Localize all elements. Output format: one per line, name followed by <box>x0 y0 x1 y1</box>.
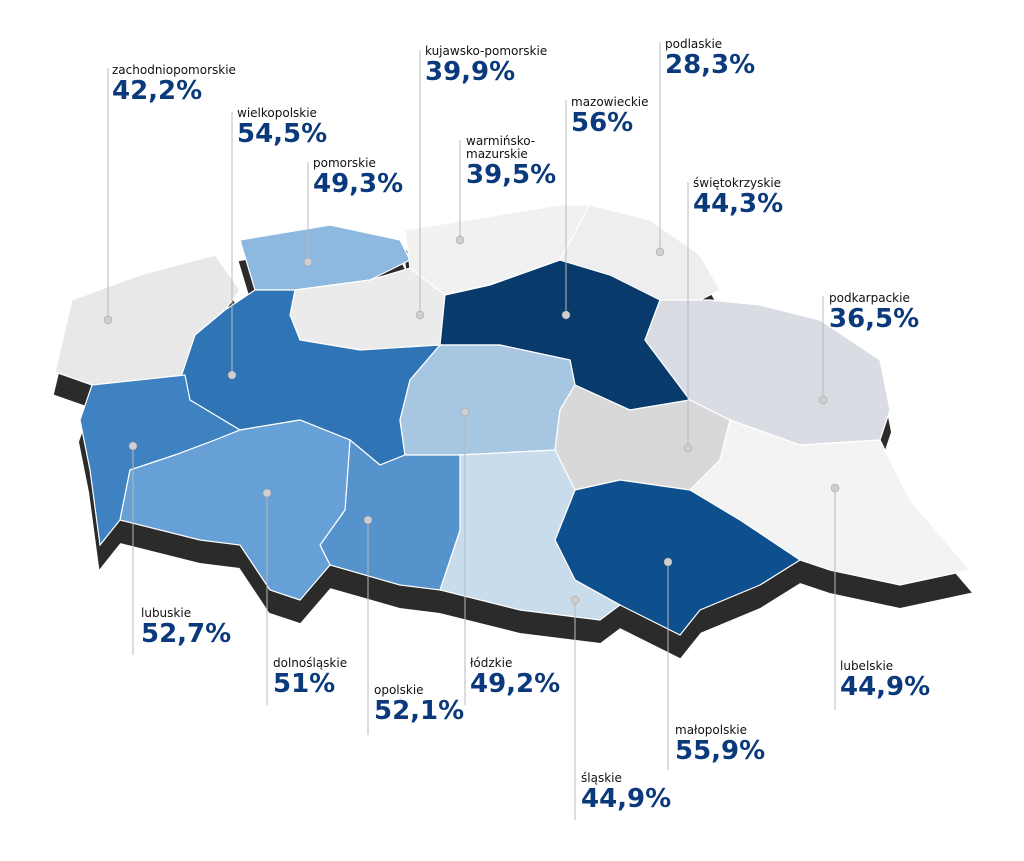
region-name: lubelskie <box>840 659 894 673</box>
region-dot <box>103 315 113 325</box>
region-label: kujawsko-pomorskie 39,9% <box>425 44 548 88</box>
region-name: podkarpackie <box>829 291 910 305</box>
region-dot <box>683 443 693 453</box>
region-label: łódzkie 49,2% <box>470 656 561 700</box>
region-dot <box>655 247 665 257</box>
region-name: pomorskie <box>313 156 376 170</box>
region-label: dolnośląskie 51% <box>273 656 348 700</box>
region-dot <box>227 370 237 380</box>
region-value: 44,9% <box>840 672 931 703</box>
region-label: opolskie 52,1% <box>374 683 465 727</box>
region-value: 49,2% <box>470 669 561 700</box>
region-label: lubelskie 44,9% <box>840 659 931 703</box>
region-label: śląskie 44,9% <box>581 771 672 815</box>
region-value: 44,9% <box>581 784 672 815</box>
region-value: 51% <box>273 669 336 700</box>
region-value: 52,7% <box>141 619 232 650</box>
region-dot <box>570 595 580 605</box>
region-name: wielkopolskie <box>237 106 317 120</box>
region-value: 44,3% <box>693 189 784 220</box>
region-name: kujawsko-pomorskie <box>425 44 548 58</box>
region-name: zachodniopomorskie <box>112 63 236 77</box>
region-value: 55,9% <box>675 736 766 767</box>
region-label: warmińsko-mazurskie 39,5% <box>466 134 557 191</box>
region <box>689 419 972 586</box>
region-name: opolskie <box>374 683 424 697</box>
region-name: świętokrzyskie <box>693 176 782 190</box>
region-value: 39,5% <box>466 160 557 191</box>
region <box>119 419 351 601</box>
region-label: wielkopolskie 54,5% <box>237 106 328 150</box>
region-dot <box>363 515 373 525</box>
region-value: 36,5% <box>829 304 920 335</box>
region-label: lubuskie 52,7% <box>141 606 232 650</box>
region-dot <box>128 441 138 451</box>
region-name: mazowieckie <box>571 95 649 109</box>
region-value: 49,3% <box>313 169 404 200</box>
region-dot <box>262 488 272 498</box>
region-dot <box>818 395 828 405</box>
region-dot <box>830 483 840 493</box>
region-label: świętokrzyskie 44,3% <box>693 176 784 220</box>
region-value: 56% <box>571 108 634 139</box>
region-name: warmińsko-mazurskie <box>466 134 536 162</box>
region-value: 52,1% <box>374 696 465 727</box>
region-name: łódzkie <box>470 656 513 670</box>
region-value: 42,2% <box>112 76 203 107</box>
region-label: podlaskie 28,3% <box>665 37 756 81</box>
region-dot <box>455 235 465 245</box>
region <box>399 344 576 456</box>
region-label: podkarpackie 36,5% <box>829 291 920 335</box>
region-dot <box>460 407 470 417</box>
region-dot <box>415 310 425 320</box>
region-value: 28,3% <box>665 50 756 81</box>
region-name: śląskie <box>581 771 622 785</box>
region-dot <box>561 310 571 320</box>
region-label: zachodniopomorskie 42,2% <box>112 63 236 107</box>
region-name: podlaskie <box>665 37 723 51</box>
region <box>644 299 891 446</box>
region-dot <box>303 257 313 267</box>
region-label: małopolskie 55,9% <box>675 723 766 767</box>
region-value: 39,9% <box>425 57 516 88</box>
region-dot <box>663 557 673 567</box>
region-name: dolnośląskie <box>273 656 348 670</box>
region-name: lubuskie <box>141 606 192 620</box>
region-value: 54,5% <box>237 119 328 150</box>
region-name: małopolskie <box>675 723 748 737</box>
region-label: mazowieckie 56% <box>571 95 649 139</box>
region-label: pomorskie 49,3% <box>313 156 404 200</box>
